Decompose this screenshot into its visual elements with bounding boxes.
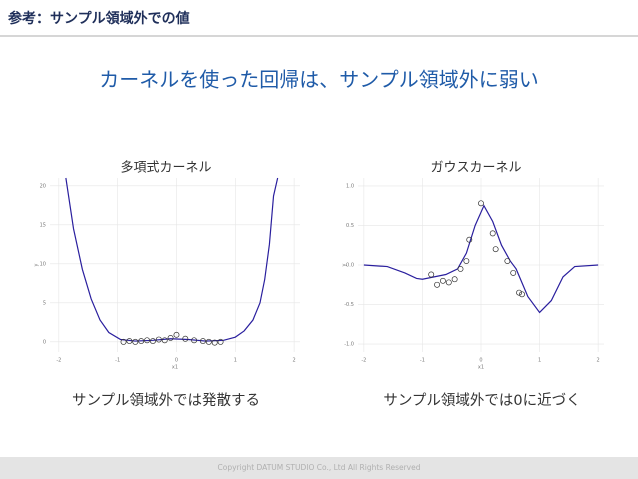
x-tick-label: 1 — [234, 358, 237, 364]
sample-point — [510, 269, 517, 276]
y-axis-label: y — [342, 263, 348, 266]
sample-point — [466, 236, 473, 243]
sample-point — [182, 335, 189, 342]
curve — [65, 177, 279, 342]
sample-point — [478, 200, 484, 207]
x-tick-label: -2 — [56, 358, 61, 364]
sample-point — [516, 289, 523, 296]
chart-caption: サンプル領域外では発散する — [72, 392, 260, 409]
chart-title: ガウスカーネル — [430, 161, 521, 176]
sample-point — [434, 281, 441, 288]
x-tick-label: -2 — [361, 358, 366, 364]
sample-point — [126, 338, 133, 345]
header: 参考：サンプル領域外での値 — [8, 10, 190, 27]
sample-point — [173, 331, 180, 338]
sample-point — [167, 335, 174, 341]
chart-title: 多項式カーネル — [120, 160, 211, 176]
sample-point — [132, 338, 139, 345]
y-tick-label: 0 — [43, 339, 46, 345]
y-tick-label: 15 — [40, 222, 46, 228]
sample-point — [205, 338, 212, 345]
y-tick-label: 1.0 — [346, 183, 354, 189]
sample-point — [217, 338, 224, 345]
footer-bar — [0, 457, 638, 479]
sample-point — [155, 336, 162, 343]
y-tick-label: 20 — [40, 183, 46, 189]
y-tick-label: 5 — [43, 300, 46, 306]
heading: カーネルを使った回帰は、サンプル領域外に弱い — [99, 68, 538, 92]
sample-point — [211, 339, 218, 346]
sample-point — [161, 337, 168, 344]
sample-point — [439, 277, 446, 284]
sample-point — [489, 230, 496, 237]
sample-point — [138, 338, 145, 345]
x-tick-label: -1 — [420, 358, 425, 364]
y-tick-label: 10 — [40, 261, 46, 267]
curve — [363, 204, 599, 314]
sample-point — [457, 266, 464, 272]
sample-point — [445, 279, 452, 286]
y-tick-label: -1.0 — [344, 342, 354, 348]
x-axis-label: x1 — [172, 365, 178, 371]
x-tick-label: 0 — [479, 358, 482, 364]
sample-point — [492, 246, 499, 253]
y-axis-label: y — [34, 263, 40, 266]
x-tick-label: 1 — [538, 358, 541, 364]
x-axis-label: x1 — [478, 365, 484, 371]
x-tick-label: 2 — [597, 358, 600, 364]
x-tick-label: 0 — [175, 358, 178, 364]
x-tick-label: -1 — [115, 358, 120, 364]
x-tick-label: 2 — [293, 358, 296, 364]
y-tick-label: -0.5 — [344, 302, 354, 308]
sample-point — [428, 271, 435, 278]
y-tick-label: 0.5 — [346, 223, 354, 229]
sample-point — [191, 337, 198, 344]
chart-caption: サンプル領域外では0に近づく — [383, 392, 580, 409]
sample-point — [463, 258, 470, 264]
sample-point — [120, 338, 127, 345]
sample-point — [144, 337, 151, 344]
footer: Copyright DATUM STUDIO Co., Ltd All Righ… — [218, 463, 421, 472]
y-tick-label: 0.0 — [346, 263, 354, 269]
sample-point — [519, 291, 525, 298]
sample-point — [504, 258, 511, 264]
sample-point — [149, 338, 156, 345]
sample-point — [199, 338, 206, 345]
sample-point — [451, 276, 458, 283]
